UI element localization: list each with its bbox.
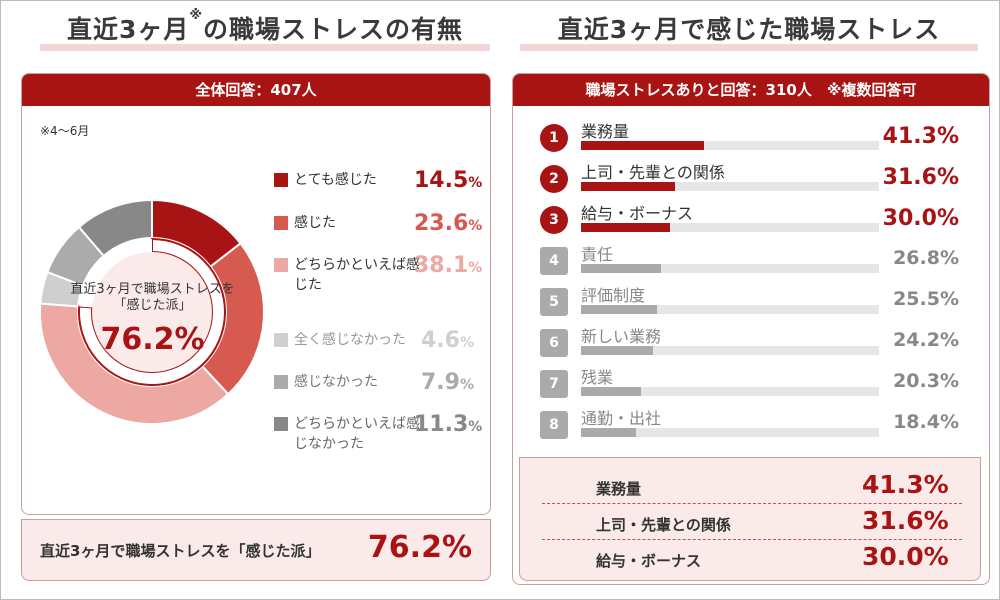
rank-row: 5 評価制度 25.5% [540,286,970,326]
summary-row: 上司・先輩との関係 31.6% [542,504,962,540]
rank-badge: 2 [540,165,568,193]
rank-value: 18.4% [893,411,959,433]
rank-value: 20.3% [893,370,959,392]
rank-bar-track [581,346,879,355]
rank-label: 新しい業務 [581,327,662,346]
rank-label: 責任 [581,245,614,264]
rank-bar [581,346,654,355]
summary-row: 給与・ボーナス 30.0% [542,540,962,576]
inner-ring-segment-2 [79,239,152,308]
rank-badge: 4 [540,247,568,275]
left-panel-header: 全体回答：407人 [22,74,490,106]
donut-slice-6 [77,198,153,258]
left-section-title: 直近3ヶ月※の職場ストレスの有無 [40,8,490,51]
rank-bar [581,305,657,314]
rank-row: 8 通勤・出社 18.4% [540,409,970,449]
legend-swatch [274,258,288,272]
legend-label: 感じた [294,215,336,231]
rank-value: 31.6% [882,165,959,190]
left-summary-value: 76.2% [367,530,472,565]
rank-row: 2 上司・先輩との関係 31.6% [540,163,970,203]
legend-swatch [274,216,288,230]
legend-label: どちらかといえば感じなかった [294,416,420,452]
summary-row-value: 41.3% [862,470,949,499]
rank-bar [581,264,661,273]
legend-value: 11.3% [414,412,483,437]
donut-center-value: 76.2% [100,322,205,357]
left-summary-box: 直近3ヶ月で職場ストレスを「感じた派」 76.2% [21,519,491,581]
rank-row: 7 残業 20.3% [540,368,970,408]
left-summary-text: 直近3ヶ月で職場ストレスを「感じた派」 [40,542,321,560]
rank-bar [581,182,676,191]
legend-swatch [274,417,288,431]
rank-row: 3 給与・ボーナス 30.0% [540,204,970,244]
legend-label: 感じなかった [294,374,378,390]
legend-swatch [274,173,288,187]
legend-value: 14.5% [414,168,483,193]
legend-value: 38.1% [414,253,483,278]
rank-row: 4 責任 26.8% [540,245,970,285]
summary-row-value: 31.6% [862,506,949,535]
rank-row: 1 業務量 41.3% [540,122,970,162]
legend-swatch [274,375,288,389]
rank-badge: 6 [540,329,568,357]
legend-swatch [274,333,288,347]
rank-label: 上司・先輩との関係 [581,163,725,182]
rank-label: 通勤・出社 [581,409,662,428]
right-section-title: 直近3ヶ月で感じた職場ストレス [520,10,978,51]
legend-label: どちらかといえば感じた [294,257,420,293]
rank-value: 41.3% [882,124,959,149]
rank-label: 業務量 [581,122,630,141]
period-note: ※4～6月 [40,124,90,138]
rank-row: 6 新しい業務 24.2% [540,327,970,367]
summary-row-value: 30.0% [862,542,949,571]
rank-badge: 8 [540,411,568,439]
legend-label: 全く感じなかった [294,332,406,348]
legend-value: 4.6% [420,328,474,353]
rank-bar-track [581,387,879,396]
rank-value: 24.2% [893,329,959,351]
rank-bar-track [581,428,879,437]
rank-bar [581,428,636,437]
rank-bar-track [581,264,879,273]
rank-badge: 5 [540,288,568,316]
summary-row-name: 給与・ボーナス [596,552,702,570]
summary-row-name: 上司・先輩との関係 [596,516,731,534]
legend-label: とても感じた [294,172,377,188]
rank-badge: 1 [540,124,568,152]
donut-center-label: 直近3ヶ月で職場ストレスを 「感じた派」 [70,282,235,313]
summary-row-name: 業務量 [596,480,642,498]
donut-center [92,252,212,372]
legend-value: 23.6% [414,211,483,236]
rank-value: 30.0% [882,206,959,231]
rank-badge: 3 [540,206,568,234]
rank-value: 25.5% [893,288,959,310]
rank-bar-track [581,141,879,150]
rank-bar-track [581,223,879,232]
rank-value: 26.8% [893,247,959,269]
rank-label: 評価制度 [581,286,646,305]
rank-bar-track [581,305,879,314]
right-panel-header: 職場ストレスありと回答：310人 ※複数回答可 [513,74,989,106]
rank-bar-track [581,182,879,191]
rank-bar [581,141,705,150]
rank-bar [581,387,642,396]
right-summary-box: 業務量 41.3% 上司・先輩との関係 31.6% 給与・ボーナス 30.0% [519,457,981,581]
rank-label: 給与・ボーナス [581,204,694,223]
rank-label: 残業 [581,368,614,387]
rank-bar [581,223,671,232]
rank-badge: 7 [540,370,568,398]
legend-value: 7.9% [420,370,474,395]
summary-row: 業務量 41.3% [542,468,962,504]
